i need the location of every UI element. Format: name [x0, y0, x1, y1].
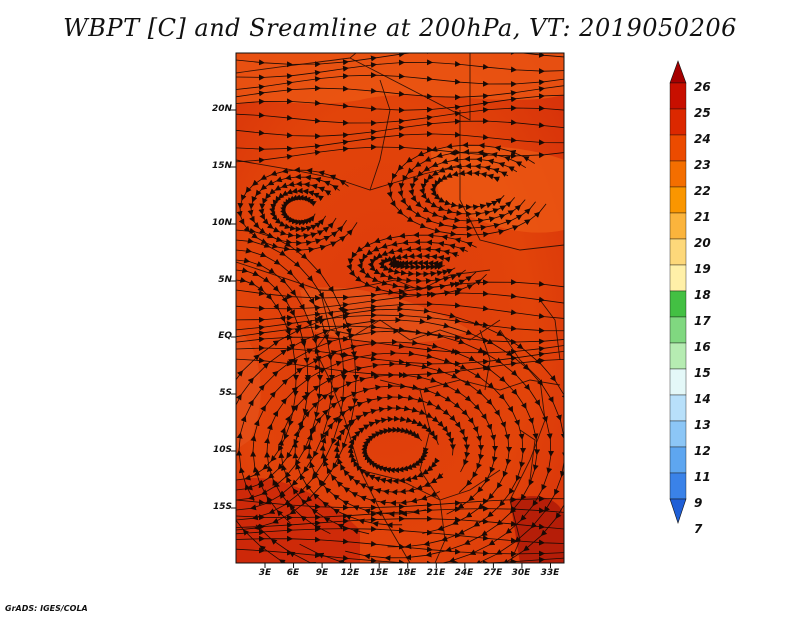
colorbar-box [669, 342, 687, 370]
lat-label-10n: 10N [211, 218, 232, 228]
streamline [236, 72, 564, 91]
lat-label-15n: 15N [211, 161, 232, 171]
colorbar-label-23: 23 [694, 158, 711, 172]
colorbar-label-7: 7 [694, 522, 703, 536]
lon-label-24e: 24E [454, 568, 474, 578]
lon-label-21e: 21E [426, 568, 446, 578]
colorbar-box [669, 472, 687, 500]
colorbar-label-11: 11 [694, 470, 711, 484]
colorbar-box [669, 264, 687, 292]
colorbar [669, 60, 687, 524]
streamline [397, 148, 536, 232]
lon-label-18e: 18E [397, 568, 417, 578]
streamline [419, 162, 516, 218]
colorbar-box [669, 212, 687, 240]
colorbar-label-9: 9 [694, 496, 703, 510]
lat-label-20n: 20N [211, 104, 232, 114]
colorbar-label-25: 25 [694, 106, 711, 120]
map-frame [235, 52, 565, 564]
lat-label-eq: EQ [218, 331, 232, 341]
colorbar-label-24: 24 [694, 132, 711, 146]
colorbar-label-13: 13 [694, 418, 711, 432]
colorbar-box [669, 160, 687, 188]
streamline [429, 169, 505, 211]
lat-label-10s: 10S [212, 445, 232, 455]
colorbar-box [669, 82, 687, 110]
colorbar-bottom-arrow [669, 498, 687, 524]
colorbar-label-22: 22 [694, 184, 711, 198]
streamline [388, 259, 445, 271]
lon-label-15e: 15E [369, 568, 389, 578]
colorbar-box [669, 316, 687, 344]
colorbar-label-19: 19 [694, 262, 711, 276]
streamline [378, 252, 456, 278]
colorbar-label-14: 14 [694, 392, 711, 406]
lon-label-27e: 27E [483, 568, 503, 578]
colorbar-label-18: 18 [694, 288, 711, 302]
lat-label-5n: 5N [218, 275, 232, 285]
colorbar-box [669, 446, 687, 474]
colorbar-label-12: 12 [694, 444, 711, 458]
colorbar-label-15: 15 [694, 366, 711, 380]
streamline [386, 141, 547, 239]
lat-label-15s: 15S [212, 502, 232, 512]
colorbar-box [669, 238, 687, 266]
colorbar-label-20: 20 [694, 236, 711, 250]
lon-label-30e: 30E [511, 568, 531, 578]
colorbar-top-arrow [669, 60, 687, 84]
lon-label-6e: 6E [286, 568, 300, 578]
streamline [280, 194, 317, 226]
lon-label-33e: 33E [540, 568, 560, 578]
colorbar-box [669, 134, 687, 162]
streamlines [236, 53, 564, 563]
colorbar-label-26: 26 [694, 80, 711, 94]
colorbar-box [669, 394, 687, 422]
colorbar-label-21: 21 [694, 210, 711, 224]
grads-credit: GrADS: IGES/COLA [5, 604, 88, 613]
plot-title: WBPT [C] and Sreamline at 200hPa, VT: 20… [63, 14, 737, 42]
lon-label-12e: 12E [340, 568, 360, 578]
colorbar-box [669, 108, 687, 136]
lon-label-3e: 3E [258, 568, 272, 578]
streamline [269, 187, 327, 233]
lat-label-5s: 5S [219, 388, 232, 398]
map-ticks [231, 109, 551, 568]
streamline [408, 155, 526, 225]
colorbar-box [669, 420, 687, 448]
colorbar-label-16: 16 [694, 340, 711, 354]
colorbar-box [669, 368, 687, 396]
streamline [236, 227, 359, 531]
colorbar-label-17: 17 [694, 314, 711, 328]
lon-label-9e: 9E [315, 568, 329, 578]
colorbar-box [669, 290, 687, 318]
colorbar-box [669, 186, 687, 214]
